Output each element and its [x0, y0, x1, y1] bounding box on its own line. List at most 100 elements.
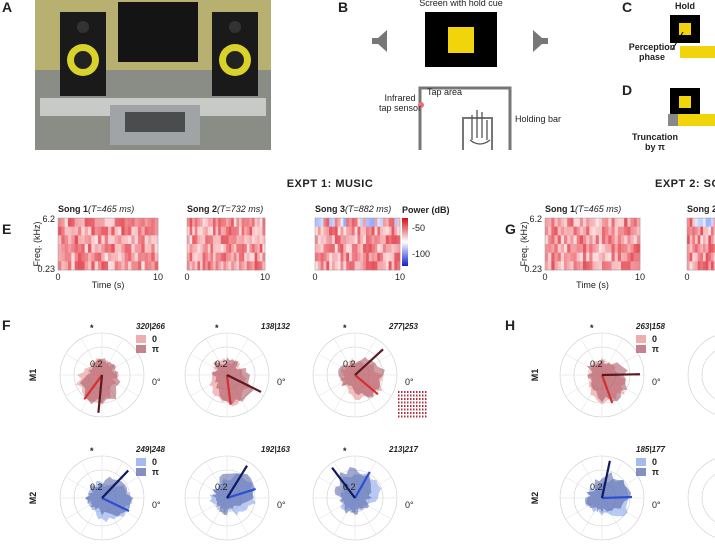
- spectrogram-cell: [633, 226, 638, 236]
- spectrogram-cell: [697, 252, 701, 262]
- spectrogram-cell: [611, 261, 615, 271]
- spectrogram-cell: [605, 261, 609, 271]
- rose-histogram: [212, 357, 254, 405]
- spectrogram-cell: [617, 218, 622, 227]
- spectrogram-cell: [557, 226, 562, 236]
- spectrogram-cell: [101, 218, 105, 227]
- spectrogram-cell: [194, 261, 198, 271]
- spectrogram-cell: [700, 261, 704, 271]
- song-period: (T=465 ms): [88, 204, 134, 214]
- spectrogram-cell: [621, 235, 625, 245]
- spectrogram-cell: [630, 226, 634, 236]
- spectrogram-cell: [144, 261, 149, 271]
- spectrogram-cell: [226, 244, 229, 253]
- mean-vector: [226, 465, 248, 499]
- spectrogram-cell: [220, 218, 224, 227]
- spectrogram-cell: [595, 235, 600, 245]
- spectrogram-cell: [68, 218, 72, 227]
- spectrogram-cell: [64, 261, 69, 271]
- legend-label: 0: [652, 334, 657, 344]
- spectrogram-cell: [570, 261, 574, 271]
- spectrogram-cell: [371, 261, 375, 271]
- spectrogram-cell: [239, 235, 242, 245]
- spectrogram-cell: [78, 244, 82, 253]
- spectrogram-cell: [246, 252, 250, 262]
- spectrogram-cell: [583, 235, 587, 245]
- spectrogram-cell: [200, 261, 203, 271]
- spectrogram-cell: [124, 235, 129, 245]
- spectrogram-cell: [360, 261, 364, 271]
- spectrogram-cell: [317, 252, 321, 262]
- spectrogram-cell: [385, 252, 389, 262]
- spectrogram-cell: [713, 261, 715, 271]
- spectrogram-cell: [326, 235, 330, 245]
- spectrogram-cell: [128, 218, 132, 227]
- spectrogram-cell: [200, 226, 203, 236]
- legend-label: π: [152, 467, 159, 477]
- photo: [35, 0, 271, 150]
- spectrogram-cell: [621, 218, 625, 227]
- spectrogram-cell: [189, 261, 193, 271]
- spectrogram-cell: [213, 261, 216, 271]
- spectrogram-cell: [700, 252, 704, 262]
- spectrogram-cell: [636, 235, 641, 245]
- spectrogram-cell: [246, 218, 250, 227]
- spectrogram-cell: [708, 261, 712, 271]
- spectrogram-cell: [233, 252, 237, 262]
- spectrogram-cell: [323, 226, 327, 236]
- spectrogram-frame: [686, 217, 715, 271]
- spectrogram-cell: [354, 226, 358, 236]
- spectrogram-cell: [363, 235, 367, 245]
- spectrogram-cell: [197, 218, 201, 227]
- spectrogram-cell: [131, 244, 135, 253]
- spectrogram-cell: [148, 235, 152, 245]
- spectrogram-cell: [252, 261, 255, 271]
- spectrogram-cell: [241, 235, 245, 245]
- row-label: M2: [28, 492, 38, 505]
- spectrogram-cell: [71, 226, 75, 236]
- spectrogram-cell: [697, 235, 701, 245]
- spectrogram-cell: [385, 244, 389, 253]
- spectrogram-cell: [108, 235, 112, 245]
- spectrogram-cell: [337, 235, 341, 245]
- spectrogram-cell: [708, 252, 712, 262]
- spectrogram-cell: [101, 235, 105, 245]
- setup-diagram: [372, 12, 548, 150]
- spectrogram-cell: [71, 235, 75, 245]
- spectrogram-cell: [700, 244, 704, 253]
- spectrogram-cell: [84, 218, 89, 227]
- spectrogram-cell: [134, 218, 139, 227]
- spectrogram-cell: [202, 226, 206, 236]
- spectrogram-cell: [705, 261, 709, 271]
- spectrogram-cell: [624, 261, 628, 271]
- spectrogram-cell: [713, 226, 715, 236]
- spectrogram-cell: [210, 218, 214, 227]
- spectrogram-cell: [144, 244, 149, 253]
- spectrogram-cell: [241, 252, 245, 262]
- spectrogram-cell: [226, 261, 229, 271]
- spectrogram-cell: [695, 252, 698, 262]
- spectrogram-cell: [617, 261, 622, 271]
- label: Tap area: [427, 87, 462, 97]
- spectrogram-cell: [621, 226, 625, 236]
- spectrogram-cell: [205, 252, 209, 262]
- spectrogram-cell: [114, 235, 119, 245]
- significance-star: *: [343, 446, 347, 456]
- spectrogram-cell: [573, 261, 577, 271]
- mean-vector: [600, 460, 611, 499]
- spectrogram-cell: [602, 235, 606, 245]
- spectrogram-cell: [340, 261, 344, 271]
- spectrogram-cell: [705, 252, 709, 262]
- legend-label: π: [652, 344, 659, 354]
- spectrogram-cell: [94, 235, 99, 245]
- spectrogram-cell: [560, 244, 565, 253]
- spectrogram-cell: [633, 218, 638, 227]
- spectrogram-cell: [131, 226, 135, 236]
- colorbar: [402, 218, 408, 266]
- spectrogram-cell: [357, 252, 361, 262]
- spectrogram-cell: [213, 226, 216, 236]
- spectrogram-cell: [326, 244, 330, 253]
- spectrogram-cell: [151, 252, 155, 262]
- angle-label: 0°: [652, 377, 661, 387]
- spectrogram-cell: [74, 261, 79, 271]
